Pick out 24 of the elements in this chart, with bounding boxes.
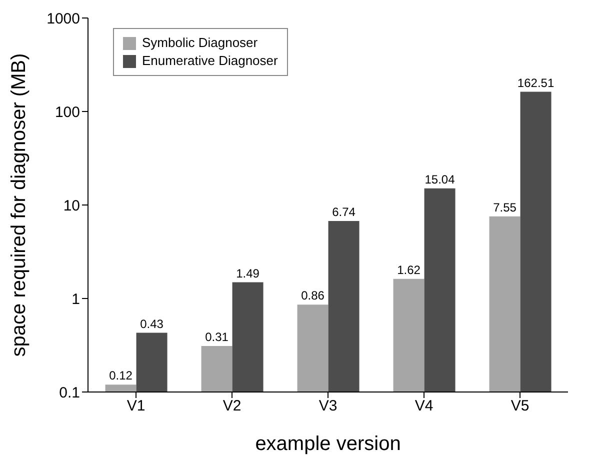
x-tick-label: V4 [414, 398, 434, 415]
data-label: 15.04 [424, 172, 456, 186]
x-tick-label: V3 [318, 398, 338, 415]
data-label: 6.74 [332, 205, 356, 220]
data-label: 0.43 [140, 316, 164, 331]
data-label: 1.49 [236, 266, 260, 280]
data-label: 1.62 [397, 262, 421, 277]
y-tick-label: 10 [63, 197, 80, 214]
x-axis-title: example version [255, 433, 401, 455]
data-label: 0.86 [301, 288, 325, 303]
data-label: 7.55 [493, 200, 517, 214]
data-label: 162.51 [517, 76, 554, 90]
x-tick-label: V5 [510, 398, 530, 415]
y-tick-label: 1000 [46, 10, 80, 28]
y-tick-label: 0.1 [59, 384, 80, 402]
y-tick-label: 100 [54, 104, 80, 121]
legend-label: Enumerative Diagnoser [142, 52, 278, 70]
legend-label: Symbolic Diagnoser [142, 34, 258, 52]
x-tick-label: V2 [222, 398, 242, 415]
data-label: 0.31 [205, 330, 229, 344]
y-tick-label: 1 [72, 290, 80, 308]
y-axis-title: space required for diagnoser (MB) [8, 53, 30, 357]
x-tick-label: V1 [126, 398, 146, 415]
data-label: 0.12 [109, 368, 133, 383]
